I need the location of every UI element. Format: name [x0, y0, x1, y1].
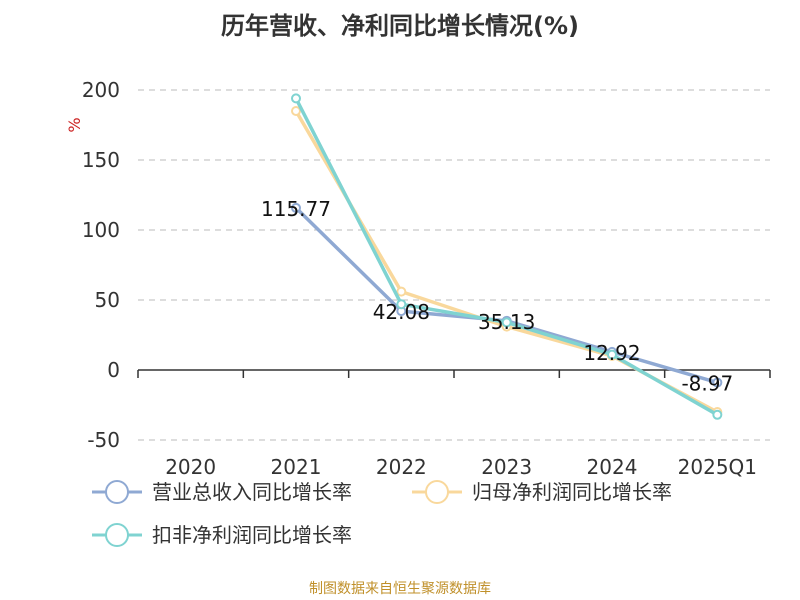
axes: 200 150 100 50 0 -50% 2020 2021 2022 2023 2024 2025…	[65, 78, 771, 479]
series-line-3	[294, 97, 719, 417]
data-label: -8.97	[681, 372, 733, 396]
data-label: 35.13	[478, 310, 535, 334]
series-line-2	[294, 110, 719, 414]
grid-lines	[138, 89, 770, 441]
y-tick-label: 200	[82, 78, 120, 102]
data-labels: 115.77 42.08 35.13 12.92 -8.97	[261, 197, 733, 396]
data-point	[712, 377, 723, 388]
legend-marker	[105, 480, 129, 504]
data-point	[396, 286, 407, 297]
series-lines	[291, 93, 723, 420]
legend-item[interactable]: 营业总收入同比增长率	[92, 480, 352, 504]
data-point	[291, 202, 301, 213]
legend-label: 扣非净利润同比增长率	[152, 523, 352, 547]
data-point	[291, 93, 301, 104]
y-tick-label: 150	[82, 148, 120, 172]
data-label: 115.77	[261, 197, 331, 221]
data-point	[501, 317, 512, 328]
y-tick-label: 50	[95, 288, 120, 312]
y-tick-label: 0	[107, 358, 120, 382]
legend-marker	[425, 480, 449, 504]
x-tick-label: 2022	[376, 455, 427, 479]
data-label: 42.08	[373, 300, 430, 324]
data-point	[396, 299, 407, 310]
legend-label: 营业总收入同比增长率	[152, 480, 352, 504]
y-axis-label: %	[65, 117, 84, 132]
data-label: 12.92	[583, 341, 640, 365]
y-tick-label: -50	[87, 428, 120, 452]
data-point	[712, 409, 723, 420]
data-point	[607, 349, 617, 360]
legend-label: 归母净利润同比增长率	[472, 480, 672, 504]
series-line-1	[294, 206, 718, 385]
y-tick-label: 100	[82, 218, 120, 242]
x-tick-label: 2025Q1	[678, 455, 757, 479]
legend-item[interactable]: 归母净利润同比增长率	[412, 480, 672, 504]
x-tick-label: 2020	[165, 455, 216, 479]
chart-title: 历年营收、净利同比增长情况(%)	[221, 12, 579, 40]
source-note: 制图数据来自恒生聚源数据库	[309, 581, 491, 597]
x-tick-label: 2021	[271, 455, 322, 479]
data-point	[291, 106, 301, 116]
legend-marker	[105, 523, 129, 547]
x-tick-label: 2024	[587, 455, 638, 479]
legend-item[interactable]: 扣非净利润同比增长率	[92, 523, 352, 547]
x-tick-label: 2023	[481, 455, 532, 479]
